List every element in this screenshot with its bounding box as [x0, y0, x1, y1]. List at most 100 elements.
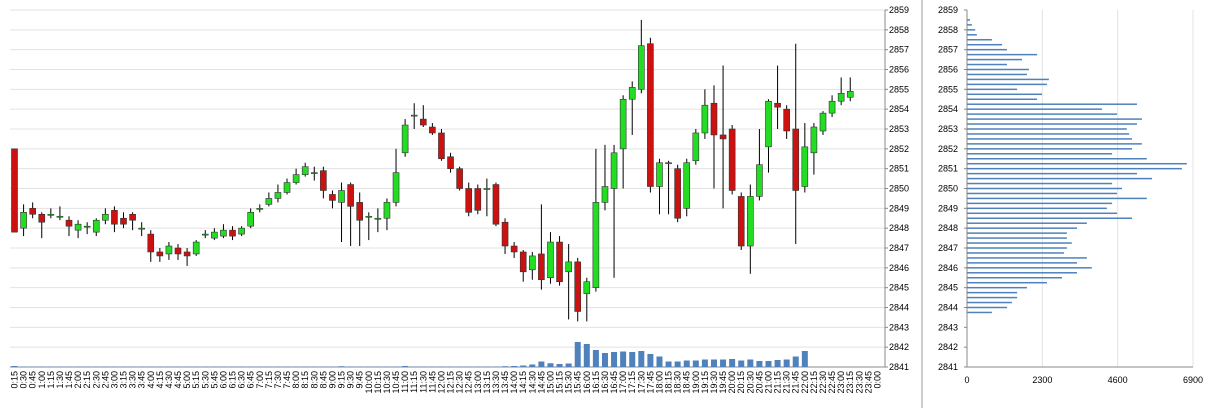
- candle-body: [248, 212, 254, 226]
- volume-bar: [584, 344, 590, 367]
- profile-bar: [967, 203, 1112, 205]
- volume-bar: [720, 360, 726, 368]
- y-tick-label: 2853: [938, 124, 958, 134]
- profile-bar: [967, 282, 1047, 284]
- profile-bar: [967, 153, 1112, 155]
- candle-body: [130, 214, 136, 220]
- candle-body: [93, 220, 99, 232]
- profile-bar: [967, 183, 1112, 185]
- y-tick-label: 2859: [938, 5, 958, 15]
- candle-body: [284, 183, 290, 193]
- profile-bar: [967, 133, 1129, 135]
- profile-bar: [967, 24, 972, 26]
- candle-body: [611, 153, 617, 189]
- profile-bar: [967, 74, 1027, 76]
- volume-bar: [620, 352, 626, 368]
- candle-body: [202, 234, 208, 235]
- candle-body: [702, 105, 708, 133]
- y-tick-label: 2857: [938, 45, 958, 55]
- volume-bar: [784, 360, 790, 368]
- candle-body: [466, 189, 472, 213]
- volume-bar: [566, 364, 572, 368]
- candle-body: [684, 163, 690, 209]
- volume-bar: [802, 351, 808, 367]
- profile-bar: [967, 44, 1002, 46]
- volume-bar: [547, 363, 553, 367]
- volume-bar: [747, 360, 753, 368]
- candle-body: [193, 242, 199, 254]
- candle-body: [275, 192, 281, 198]
- profile-bar: [967, 237, 1067, 239]
- candle-body: [329, 194, 335, 200]
- volume-bar: [765, 361, 771, 367]
- y-tick-label: 2841: [938, 362, 958, 372]
- candle-body: [102, 214, 108, 220]
- candle-body: [148, 234, 154, 252]
- profile-bar: [967, 29, 975, 31]
- profile-bar: [967, 64, 1007, 66]
- volume-bar: [693, 361, 699, 368]
- candle-body: [357, 202, 363, 220]
- profile-bar: [967, 34, 977, 36]
- candle-body: [484, 189, 490, 190]
- candle-body: [511, 246, 517, 252]
- candle-body: [802, 147, 808, 187]
- candle-body: [566, 262, 572, 272]
- profile-bar: [967, 267, 1092, 269]
- candle-body: [584, 282, 590, 294]
- volume-bar: [593, 350, 599, 367]
- volume-bar: [557, 364, 563, 367]
- candle-body: [457, 169, 463, 189]
- y-tick-label: 2857: [889, 45, 909, 55]
- volume-bar: [629, 352, 635, 367]
- volume-bar: [711, 360, 717, 368]
- candle-body: [139, 228, 145, 229]
- profile-bar: [967, 168, 1182, 170]
- profile-bar: [967, 198, 1147, 200]
- profile-bar: [967, 188, 1122, 190]
- candle-body: [239, 228, 245, 234]
- profile-bar: [967, 247, 1067, 249]
- profile-bar: [967, 69, 1029, 71]
- volume-bar: [666, 362, 672, 368]
- y-tick-label: 2856: [889, 65, 909, 75]
- y-tick-label: 2859: [889, 5, 909, 15]
- profile-bar: [967, 227, 1077, 229]
- y-tick-label: 2844: [938, 303, 958, 313]
- volume-bar: [611, 352, 617, 367]
- candle-body: [211, 232, 217, 238]
- candle-body: [793, 129, 799, 190]
- y-tick-label: 2845: [889, 283, 909, 293]
- candle-body: [30, 208, 36, 214]
- volume-bar: [775, 360, 781, 367]
- profile-bar: [967, 84, 1047, 86]
- candle-body: [175, 248, 181, 254]
- y-tick-label: 2854: [938, 104, 958, 114]
- y-tick-label: 2851: [938, 164, 958, 174]
- y-tick-label: 2847: [938, 243, 958, 253]
- candle-body: [111, 210, 117, 224]
- candle-body: [257, 208, 263, 209]
- candle-body: [311, 173, 317, 174]
- y-tick-label: 2848: [938, 223, 958, 233]
- candle-body: [765, 101, 771, 147]
- candle-body: [784, 109, 790, 131]
- volume-bar: [520, 366, 526, 368]
- y-tick-label: 2858: [938, 25, 958, 35]
- candle-body: [493, 185, 499, 225]
- y-tick-label: 2855: [889, 84, 909, 94]
- profile-bar: [967, 277, 1062, 279]
- candle-body: [593, 202, 599, 287]
- y-tick-label: 2842: [889, 342, 909, 352]
- y-tick-label: 2855: [938, 84, 958, 94]
- profile-bar: [967, 257, 1087, 259]
- y-tick-label: 2843: [889, 322, 909, 332]
- candle-body: [438, 133, 444, 159]
- profile-bar: [967, 143, 1142, 145]
- candle-body: [121, 218, 127, 224]
- candle-body: [475, 189, 481, 211]
- candle-body: [693, 133, 699, 161]
- candle-body: [375, 218, 381, 219]
- y-tick-label: 2847: [889, 243, 909, 253]
